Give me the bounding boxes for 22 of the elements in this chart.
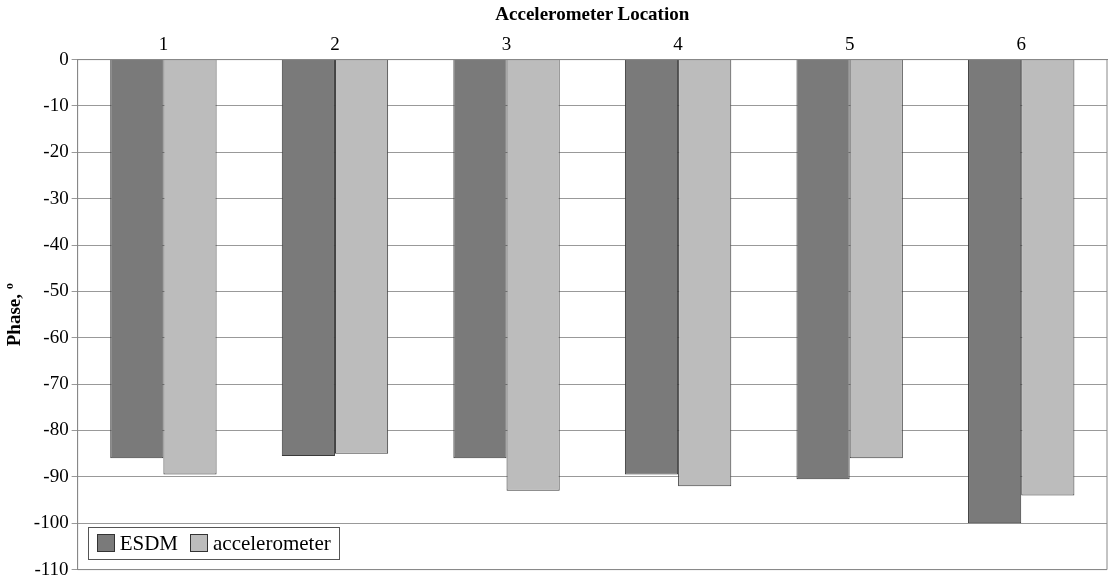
- y-tick-label: -20: [43, 140, 69, 162]
- legend-label: accelerometer: [212, 530, 331, 556]
- y-tick-label: 0: [59, 47, 69, 69]
- y-tick-label: -70: [43, 372, 69, 394]
- x-tick-label: 5: [844, 33, 855, 55]
- y-tick-label: -30: [43, 186, 69, 208]
- x-tick-label: 6: [1016, 33, 1026, 55]
- x-tick-label: 3: [501, 33, 512, 55]
- x-tick-label: 4: [673, 33, 684, 55]
- y-axis-title: Phase, º: [3, 282, 25, 347]
- y-tick-label: -100: [33, 511, 69, 533]
- y-tick-label: -60: [43, 325, 69, 347]
- y-tick-label: -110: [34, 557, 69, 579]
- y-tick-label: -80: [43, 418, 69, 440]
- y-tick-label: -90: [43, 464, 69, 486]
- y-tick-label: -10: [43, 93, 69, 115]
- x-tick-label: 1: [158, 33, 169, 55]
- legend-label: ESDM: [118, 530, 178, 556]
- x-axis-title: Accelerometer Location: [495, 3, 690, 25]
- x-tick-label: 2: [330, 33, 340, 55]
- y-tick-label: -50: [43, 279, 69, 301]
- y-tick-label: -40: [43, 233, 69, 255]
